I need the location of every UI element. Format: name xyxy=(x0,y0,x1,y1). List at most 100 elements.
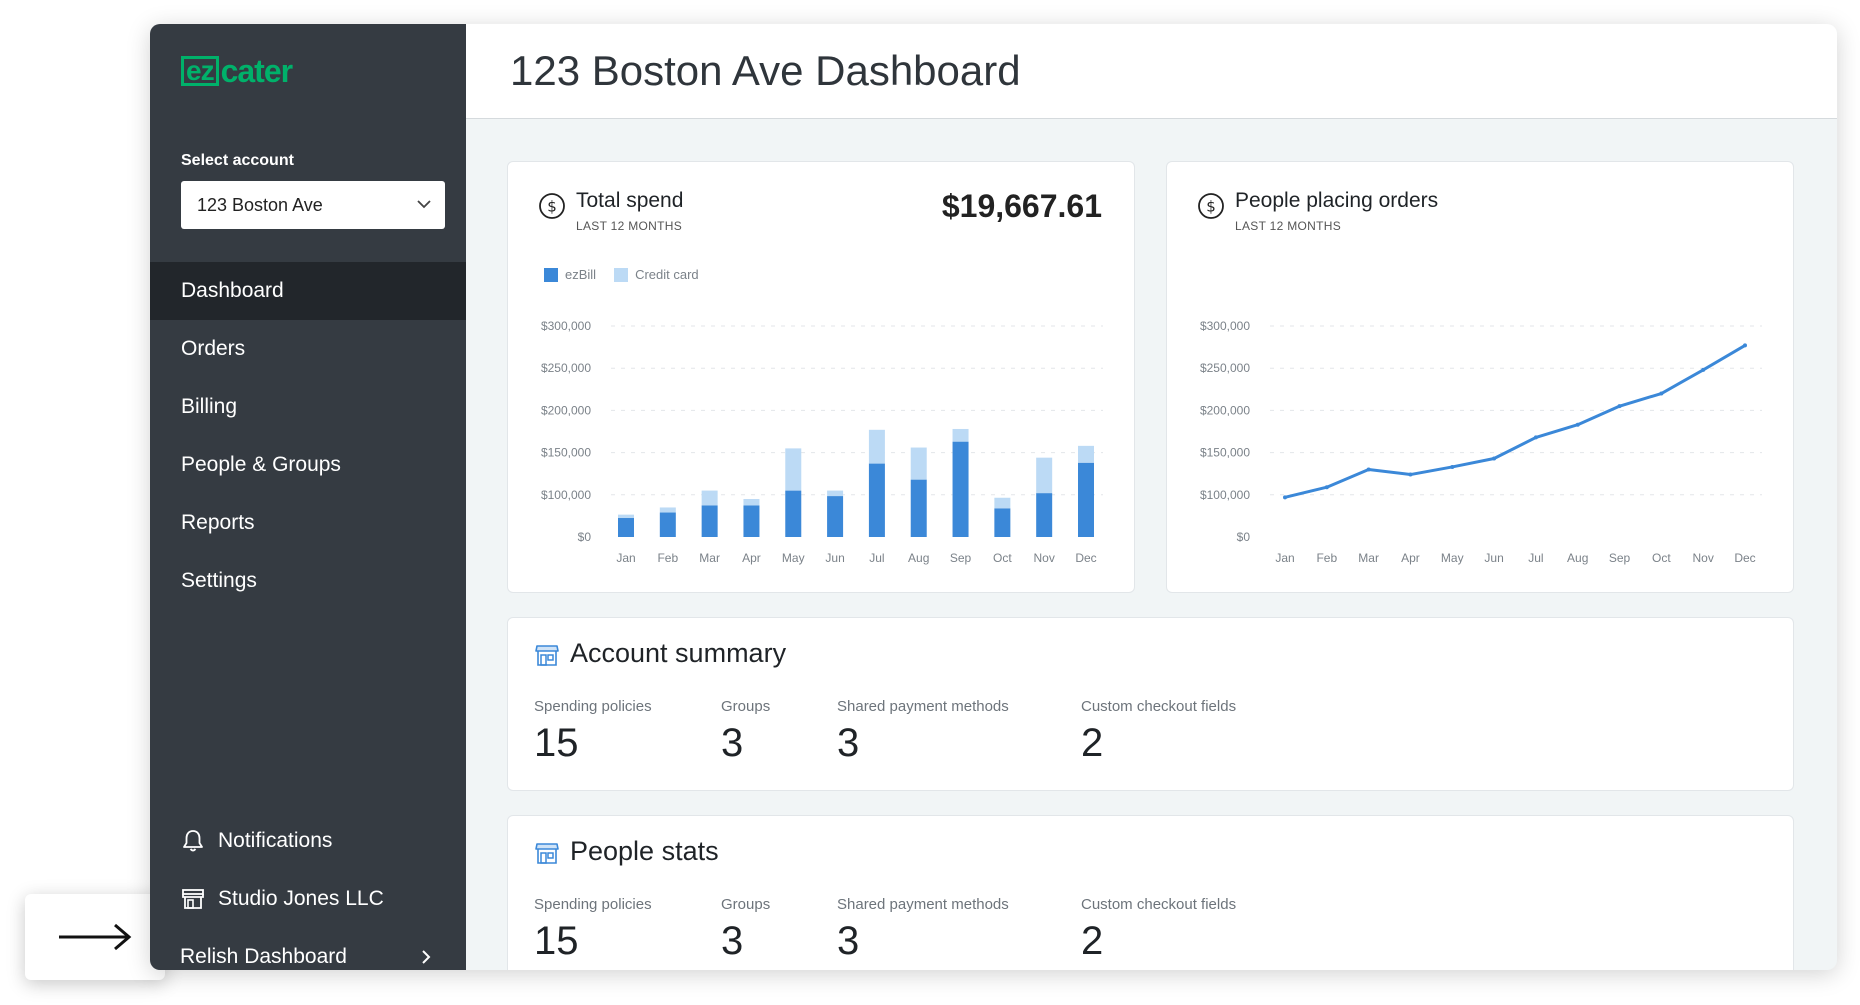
sidebar-item-relish-dashboard[interactable]: Relish Dashboard xyxy=(150,928,466,970)
bar-credit-card[interactable] xyxy=(1078,445,1094,463)
y-tick-label: $200,000 xyxy=(1200,403,1250,417)
sidebar-item-settings[interactable]: Settings xyxy=(150,552,466,610)
sidebar-item-reports[interactable]: Reports xyxy=(150,494,466,552)
bar-credit-card[interactable] xyxy=(1036,457,1053,494)
ezcater-logo[interactable]: ez cater xyxy=(181,53,293,89)
line-point[interactable] xyxy=(1617,404,1622,409)
bar-credit-card[interactable] xyxy=(785,448,802,491)
bar-credit-card[interactable] xyxy=(910,447,927,480)
bar-ezbill[interactable] xyxy=(701,505,718,537)
x-tick-label: Oct xyxy=(1652,551,1671,565)
sidebar-item-people-groups[interactable]: People & Groups xyxy=(150,436,466,494)
bar-credit-card[interactable] xyxy=(868,429,885,464)
stat-label: Spending policies xyxy=(534,896,652,913)
x-tick-label: Mar xyxy=(699,551,720,565)
bar-ezbill[interactable] xyxy=(743,505,760,537)
stat-value: 2 xyxy=(1081,721,1104,765)
sidebar-item-label: Billing xyxy=(181,395,238,418)
line-point[interactable] xyxy=(1575,422,1580,427)
line-point[interactable] xyxy=(1659,391,1664,396)
bar-credit-card[interactable] xyxy=(743,499,760,506)
y-tick-label: $300,000 xyxy=(541,319,591,333)
logo-ez: ez xyxy=(181,56,219,86)
bar-credit-card[interactable] xyxy=(701,490,718,506)
y-tick-label: $250,000 xyxy=(1200,361,1250,375)
y-tick-label: $250,000 xyxy=(541,361,591,375)
line-point[interactable] xyxy=(1492,456,1497,461)
bar-credit-card[interactable] xyxy=(952,428,969,442)
legend-swatch xyxy=(544,267,558,282)
total-spend-title: Total spend xyxy=(576,189,684,212)
x-tick-label: Jul xyxy=(869,551,884,565)
total-spend-card: $ Total spend LAST 12 MONTHS $19,667.61 … xyxy=(507,161,1135,593)
stat-shared-payment-methods: Shared payment methods 3 xyxy=(837,896,1009,964)
series-line[interactable] xyxy=(1284,344,1746,499)
people-orders-chart: $0 $100,000 $150,000 $200,000 $250,000 $300,0… xyxy=(1200,319,1762,565)
stat-shared-payment-methods: Shared payment methods 3 xyxy=(837,698,1009,766)
line-point[interactable] xyxy=(1366,467,1371,472)
bar-credit-card[interactable] xyxy=(994,497,1011,509)
stat-value: 3 xyxy=(837,721,860,765)
sidebar-item-label: Dashboard xyxy=(181,279,284,302)
relish-dashboard-label: Relish Dashboard xyxy=(180,945,347,968)
bar-ezbill[interactable] xyxy=(910,479,927,537)
stat-value: 3 xyxy=(721,721,744,765)
line-point[interactable] xyxy=(1701,367,1706,372)
sidebar-item-notifications[interactable]: Notifications xyxy=(150,812,466,870)
page-header: 123 Boston Ave Dashboard xyxy=(466,24,1837,119)
bar-ezbill[interactable] xyxy=(618,518,634,537)
total-spend-chart: $0 $100,000 $150,000 $200,000 $250,000 $300,0… xyxy=(541,319,1103,565)
legend-label: Credit card xyxy=(635,267,699,282)
x-tick-label: Sep xyxy=(950,551,972,565)
bar-credit-card[interactable] xyxy=(659,507,676,513)
line-point[interactable] xyxy=(1408,472,1413,477)
x-tick-label: Dec xyxy=(1075,551,1096,565)
sidebar-bottom-nav: Notifications Studio Jones LLC Relish Da… xyxy=(150,812,466,970)
bar-credit-card[interactable] xyxy=(618,514,634,519)
bar-ezbill[interactable] xyxy=(827,496,844,537)
bar-credit-card[interactable] xyxy=(827,490,844,497)
sidebar-item-organization[interactable]: Studio Jones LLC xyxy=(150,870,466,928)
stat-label: Spending policies xyxy=(534,698,652,715)
line-point[interactable] xyxy=(1283,495,1287,500)
bar-ezbill[interactable] xyxy=(868,463,885,537)
arrow-button[interactable] xyxy=(25,894,165,980)
sidebar-item-billing[interactable]: Billing xyxy=(150,378,466,436)
x-tick-label: Sep xyxy=(1609,551,1631,565)
account-select[interactable]: 123 Boston Ave xyxy=(181,181,445,229)
x-tick-label: Aug xyxy=(908,551,929,565)
sidebar-nav: Dashboard Orders Billing People & Groups… xyxy=(150,262,466,610)
line-point[interactable] xyxy=(1743,343,1747,348)
legend-item-credit-card: Credit card xyxy=(614,267,699,282)
stat-label: Shared payment methods xyxy=(837,698,1009,715)
x-tick-label: May xyxy=(782,551,805,565)
line-point[interactable] xyxy=(1533,435,1538,440)
stat-label: Custom checkout fields xyxy=(1081,698,1237,715)
stat-custom-checkout-fields: Custom checkout fields 2 xyxy=(1081,698,1236,766)
x-tick-label: Jan xyxy=(1275,551,1294,565)
account-summary-card: Account summary Spending policies 15 Gro… xyxy=(507,617,1794,791)
line-point[interactable] xyxy=(1450,464,1455,469)
store-icon xyxy=(182,889,204,909)
sidebar-item-label: Orders xyxy=(181,337,246,360)
store-icon xyxy=(535,645,559,666)
sidebar-item-dashboard[interactable]: Dashboard xyxy=(150,262,466,320)
people-orders-subtitle: LAST 12 MONTHS xyxy=(1235,219,1342,233)
bar-ezbill[interactable] xyxy=(994,508,1011,537)
x-tick-label: Jun xyxy=(825,551,844,565)
stat-spending-policies: Spending policies 15 xyxy=(534,896,652,964)
line-point[interactable] xyxy=(1324,485,1329,490)
svg-text:$: $ xyxy=(547,198,557,216)
bar-ezbill[interactable] xyxy=(1036,493,1053,537)
x-tick-label: Nov xyxy=(1034,551,1055,565)
y-tick-label: $0 xyxy=(578,530,592,544)
bar-ezbill[interactable] xyxy=(659,512,676,537)
people-orders-title: People placing orders xyxy=(1235,189,1439,212)
account-summary-title: Account summary xyxy=(570,638,787,668)
bar-ezbill[interactable] xyxy=(785,490,802,537)
x-tick-label: Apr xyxy=(742,551,761,565)
people-stats-title: People stats xyxy=(570,836,719,866)
bar-ezbill[interactable] xyxy=(1078,462,1094,537)
bar-ezbill[interactable] xyxy=(952,441,969,537)
sidebar-item-orders[interactable]: Orders xyxy=(150,320,466,378)
